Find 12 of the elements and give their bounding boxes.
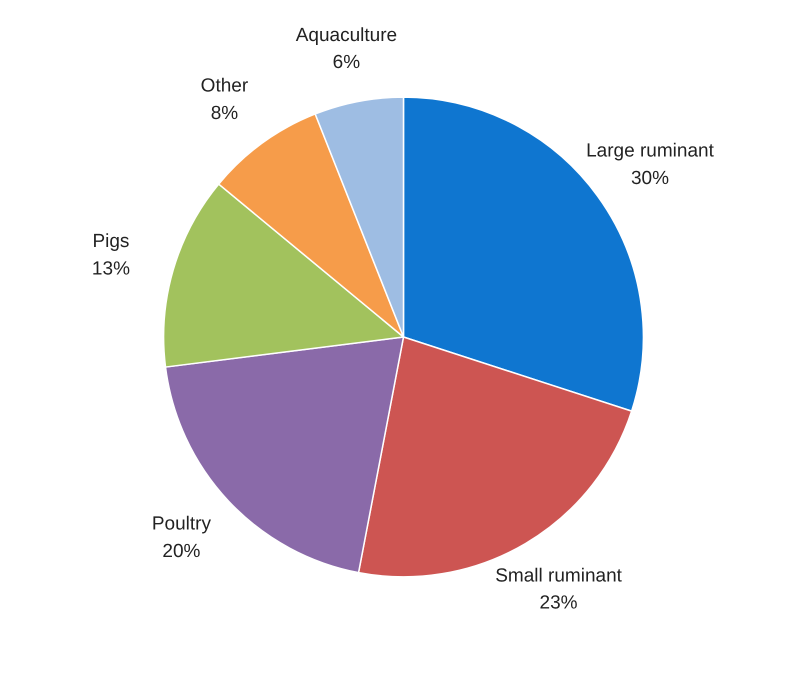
- slice-label: Aquaculture: [296, 24, 398, 46]
- slice-label: Other: [200, 76, 249, 97]
- slice-label: Poultry: [152, 514, 212, 535]
- data-label: 6%: [332, 52, 360, 74]
- slice-label: Large ruminant: [586, 140, 715, 162]
- data-label: 8%: [210, 102, 238, 124]
- data-label: 13%: [92, 258, 130, 280]
- slice-label: Pigs: [92, 231, 130, 252]
- data-label: 30%: [630, 168, 670, 189]
- slice-label: Small ruminant: [495, 565, 623, 586]
- data-label: 23%: [540, 592, 578, 614]
- data-label: 20%: [162, 540, 201, 562]
